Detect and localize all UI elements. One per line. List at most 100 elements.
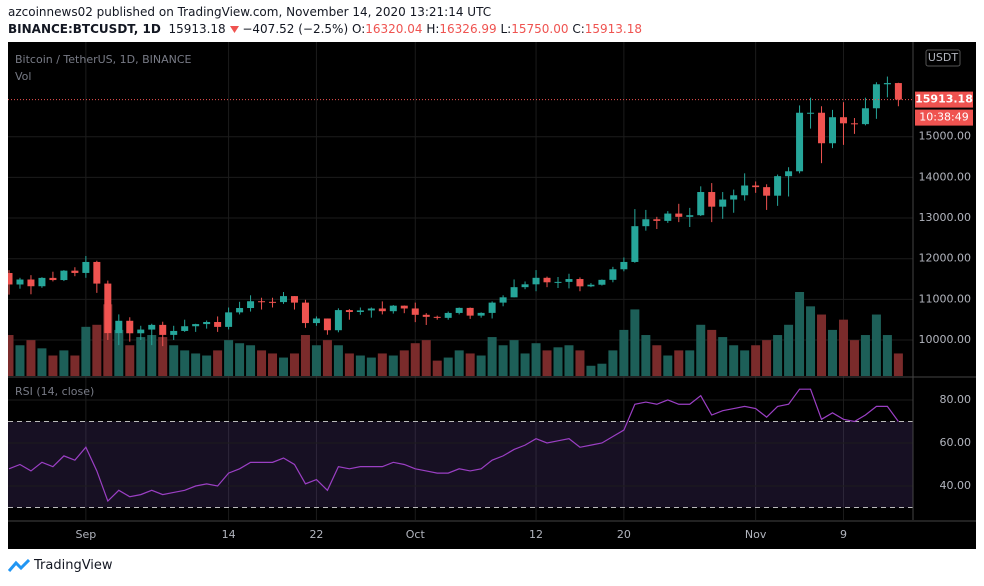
candle-body: [312, 318, 320, 324]
volume-bar: [838, 319, 848, 376]
candle-body: [466, 307, 474, 316]
chart: Sep 14 22 Oct 12 20 Nov 9 10000.00 11000.00 12000.…: [8, 42, 976, 549]
candle-body: [499, 297, 507, 303]
candle-body: [664, 213, 672, 221]
volume-bar: [674, 350, 684, 376]
symbol-line: BINANCE:BTCUSDT, 1D 15913.18 −407.52 (−2…: [8, 22, 642, 36]
volume-bar: [487, 337, 497, 376]
rsi-title: RSI (14, close): [15, 385, 94, 398]
volume-bar: [718, 337, 728, 376]
volume-bar: [542, 350, 552, 376]
x-tick-label: Oct: [406, 528, 426, 541]
x-tick-label: 14: [222, 528, 236, 541]
volume-bar: [531, 343, 541, 376]
ohlc-value: 16326.99: [439, 22, 497, 36]
candle-body: [565, 279, 573, 282]
countdown: 10:38:49: [919, 111, 968, 124]
rsi-band: [8, 421, 913, 508]
candle-body: [609, 269, 617, 280]
volume-bar: [806, 306, 816, 376]
candle-body: [620, 261, 628, 270]
volume-bar: [388, 355, 398, 376]
volume-bar: [443, 357, 453, 376]
x-tick-label: Nov: [745, 528, 767, 541]
candle-body: [280, 296, 287, 303]
change: −407.52 (−2.5%): [242, 22, 349, 36]
candle-body: [719, 199, 727, 207]
volume-bar: [344, 353, 354, 376]
y-tick-label: 80.00: [940, 393, 972, 406]
candle-body: [488, 302, 496, 313]
volume-bar: [597, 363, 607, 376]
y-tick-label: 15000.00: [919, 130, 972, 143]
unit-badge: [925, 49, 961, 67]
volume-bar: [366, 357, 376, 376]
ohlc-label: H:: [426, 22, 440, 36]
y-tick-label: 14000.00: [919, 170, 972, 183]
candle-body: [872, 84, 880, 109]
volume-bar: [180, 350, 190, 376]
candle-body: [214, 322, 222, 327]
candle-body: [433, 316, 441, 318]
volume-bar: [454, 350, 464, 376]
candle-body: [631, 226, 639, 262]
volume-bar: [235, 343, 245, 376]
chart-title: Bitcoin / TetherUS, 1D, BINANCE: [15, 53, 192, 66]
candle-body: [8, 273, 13, 285]
candle-body: [894, 83, 902, 100]
ohlc-label: C:: [572, 22, 585, 36]
volume-bar: [279, 357, 288, 376]
candle-body: [675, 213, 683, 217]
author-line: azcoinnews02 published on TradingView.co…: [8, 5, 492, 19]
candle-body: [697, 192, 705, 216]
volume-bar: [147, 335, 157, 376]
candle-body: [741, 185, 749, 196]
candle-body: [104, 283, 112, 334]
candle-body: [203, 322, 211, 325]
volume-bar: [663, 355, 673, 376]
volume-bar: [213, 350, 223, 376]
ohlc-label: O:: [351, 22, 366, 36]
volume-bar: [795, 292, 805, 376]
candle-body: [829, 117, 836, 144]
volume-bar: [465, 353, 475, 376]
last-price-tag: [915, 91, 973, 108]
candle-body: [598, 279, 606, 285]
volume-bar: [707, 329, 717, 376]
candle-body: [400, 305, 408, 309]
ohlc-value: 16320.04: [365, 22, 423, 36]
brand: TradingView: [34, 558, 113, 573]
volume-bar: [103, 304, 113, 376]
candle-body: [301, 302, 309, 324]
volume-bar: [26, 340, 36, 376]
candle-body: [686, 215, 694, 217]
volume-bar: [784, 324, 794, 376]
unit: USDT: [928, 51, 959, 64]
candle-body: [247, 301, 255, 309]
volume-title: Vol: [15, 70, 31, 83]
candle-body: [115, 320, 123, 334]
volume-bar: [520, 353, 530, 376]
volume-bar: [762, 340, 772, 376]
candle-body: [850, 123, 858, 125]
candle-body: [323, 318, 331, 331]
candle-body: [774, 176, 782, 196]
volume-bar: [817, 314, 827, 376]
volume-bar: [92, 324, 102, 376]
last-price-label: 15913.18: [915, 93, 973, 106]
footer: TradingView: [8, 558, 113, 573]
volume-bar: [652, 345, 662, 376]
candle-body: [71, 270, 79, 273]
candle-body: [576, 279, 584, 287]
candle-body: [752, 185, 760, 188]
candle-body: [49, 277, 57, 281]
volume-bar: [15, 345, 25, 376]
candle-body: [477, 312, 485, 316]
candle-body: [554, 281, 562, 283]
candle-body: [126, 320, 134, 334]
y-tick-label: 40.00: [940, 479, 972, 492]
candle-body: [378, 308, 386, 312]
ohlc-label: L:: [500, 22, 512, 36]
volume-bar: [202, 355, 212, 376]
volume-bar: [158, 337, 168, 376]
